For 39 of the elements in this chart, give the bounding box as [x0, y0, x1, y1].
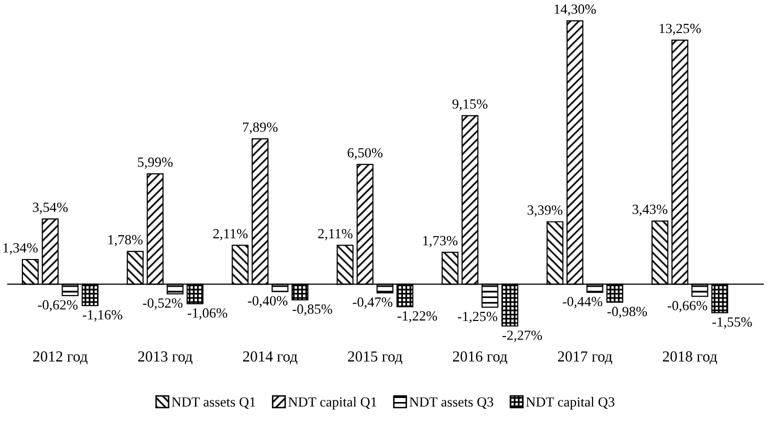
data-label: 5,99%: [138, 157, 173, 169]
data-label: 14,30%: [554, 4, 596, 16]
data-label: 6,50%: [348, 148, 382, 160]
data-label: 7,89%: [243, 122, 278, 134]
data-label: -0,44%: [562, 296, 602, 308]
data-label: 1,78%: [108, 235, 143, 246]
data-label: 3,54%: [32, 202, 68, 214]
x-tick-label: 2014 год: [243, 351, 298, 364]
data-label: 9,15%: [452, 99, 488, 111]
data-label: -0,47%: [352, 297, 392, 309]
x-tick-label: 2015 год: [348, 351, 402, 364]
data-label: 2,11%: [318, 228, 352, 240]
x-tick-label: 2013 год: [138, 351, 192, 364]
data-label: -1,25%: [458, 312, 498, 324]
legend-label: NDT assets Q1: [172, 397, 256, 409]
data-label: -2,27%: [502, 330, 542, 342]
data-label: -0,85%: [292, 304, 332, 316]
legend-label: NDT capital Q1: [288, 396, 376, 410]
data-label: -0,98%: [607, 306, 647, 318]
legend-label: NDT capital Q3: [526, 396, 614, 410]
data-label: -1,22%: [398, 311, 438, 323]
data-label: 2,11%: [213, 228, 248, 240]
x-tick-label: 2012 год: [33, 351, 88, 364]
data-label: -0,66%: [668, 300, 708, 312]
data-label: -1,16%: [82, 310, 122, 322]
data-label: -0,62%: [38, 300, 78, 312]
data-label: 1,34%: [3, 243, 38, 255]
data-label: -1,55%: [712, 317, 752, 329]
data-label: 1,73%: [423, 236, 458, 248]
legend-label: NDT assets Q3: [410, 397, 494, 409]
data-label: 13,25%: [660, 24, 701, 36]
data-label: -1,06%: [188, 308, 228, 320]
data-label: -0,52%: [142, 298, 182, 310]
data-label: 3,43%: [632, 204, 668, 216]
data-label: -0,40%: [248, 296, 288, 308]
x-tick-label: 2016 год: [453, 351, 508, 364]
x-tick-label: 2018 год: [662, 351, 718, 364]
data-label: 3,39%: [528, 205, 562, 217]
x-tick-label: 2017 год: [558, 351, 612, 364]
